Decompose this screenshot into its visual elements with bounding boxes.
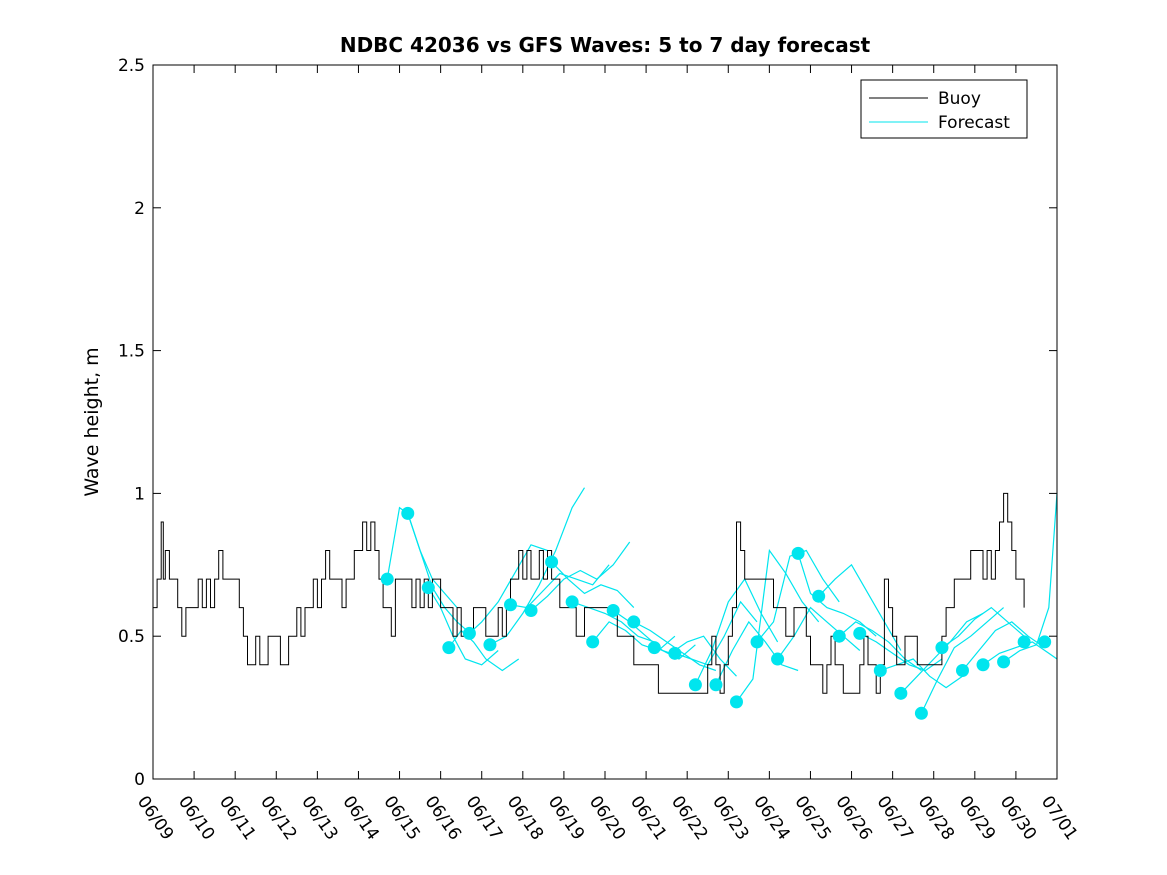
forecast-line [1003,493,1058,663]
forecast-line [551,561,635,609]
forecast-point [812,589,826,603]
x-tick-label: 06/10 [174,792,218,844]
forecast-point [791,546,805,560]
forecast-point [853,626,867,640]
x-tick-label: 06/29 [955,792,999,844]
forecast-point [668,646,682,660]
forecast-point [545,555,559,569]
legend-box [860,79,1028,139]
x-tick-label: 06/11 [215,792,259,844]
forecast-line [818,563,902,651]
y-tick-label: 0 [134,770,145,790]
y-tick-label: 0.5 [118,627,145,647]
forecast-point [380,572,394,586]
x-tick-label: 06/30 [996,792,1040,844]
forecast-line [859,632,943,672]
x-tick-label: 06/21 [626,792,670,844]
y-tick-label: 1.5 [118,342,145,362]
chart-title: NDBC 42036 vs GFS Waves: 5 to 7 day fore… [340,33,871,57]
x-tick-label: 06/20 [585,792,629,844]
plot-frame [152,64,1058,780]
forecast-line [880,658,963,689]
forecast-point [709,678,723,692]
x-tick-label: 07/01 [1037,792,1081,844]
x-tick-label: 06/27 [873,792,917,844]
x-tick-label: 06/18 [503,792,547,844]
y-axis-label: Wave height, m [81,347,103,496]
x-tick-label: 06/19 [544,792,588,844]
forecast-point [606,603,620,617]
forecast-point [1038,635,1052,649]
x-tick-label: 06/26 [831,792,875,844]
x-tick-label: 06/17 [462,792,506,844]
forecast-point [729,695,743,709]
forecast-line [448,629,520,672]
forecast-line [530,541,631,611]
forecast-point [914,706,928,720]
y-axis: 0 0.5 1 1.5 2 2.5 [118,56,1057,790]
forecast-point [524,603,538,617]
forecast-point [873,663,887,677]
forecast-point [997,655,1011,669]
y-tick-label: 1 [134,484,145,504]
x-tick-label: 06/09 [133,792,177,844]
x-tick-label: 06/13 [297,792,341,844]
series-layer [153,487,1058,720]
forecast-point [462,626,476,640]
forecast-point [483,638,497,652]
x-tick-label: 06/12 [256,792,300,844]
forecast-line [715,620,799,686]
forecast-line [777,606,861,660]
forecast-line [962,621,1046,671]
x-tick-label: 06/24 [749,792,793,844]
x-tick-label: 06/14 [338,792,382,844]
forecast-point [421,581,435,595]
forecast-line [427,587,499,666]
forecast-line [920,607,1004,714]
forecast-line [941,606,1025,649]
forecast-point [627,615,641,629]
forecast-point [401,506,415,520]
x-tick-label: 06/15 [379,792,423,844]
x-tick-label: 06/22 [667,792,711,844]
x-tick-label: 06/28 [914,792,958,844]
forecast-point [586,635,600,649]
x-tick-label: 06/25 [790,792,834,844]
forecast-point [688,678,702,692]
legend-label-buoy: Buoy [938,89,981,109]
forecast-line [797,553,877,637]
forecast-line [468,544,548,634]
y-tick-label: 2.5 [118,56,145,76]
forecast-point [955,663,969,677]
forecast-line [571,601,655,643]
legend: Buoy Forecast [860,79,1028,139]
x-tick-label: 06/16 [421,792,465,844]
forecast-point [771,652,785,666]
forecast-point [565,595,579,609]
forecast-point [976,658,990,672]
forecast-point [503,598,517,612]
x-tick-label: 06/23 [708,792,752,844]
forecast-line [736,548,820,703]
forecast-point [894,686,908,700]
legend-label-forecast: Forecast [938,113,1010,133]
forecast-point [935,641,949,655]
y-tick-label: 2 [134,199,145,219]
forecast-line [407,513,474,637]
forecast-point [647,641,661,655]
forecast-point [832,629,846,643]
forecast-point [750,635,764,649]
forecast-point [442,641,456,655]
forecast-point [1017,635,1031,649]
forecast-line [654,635,737,677]
